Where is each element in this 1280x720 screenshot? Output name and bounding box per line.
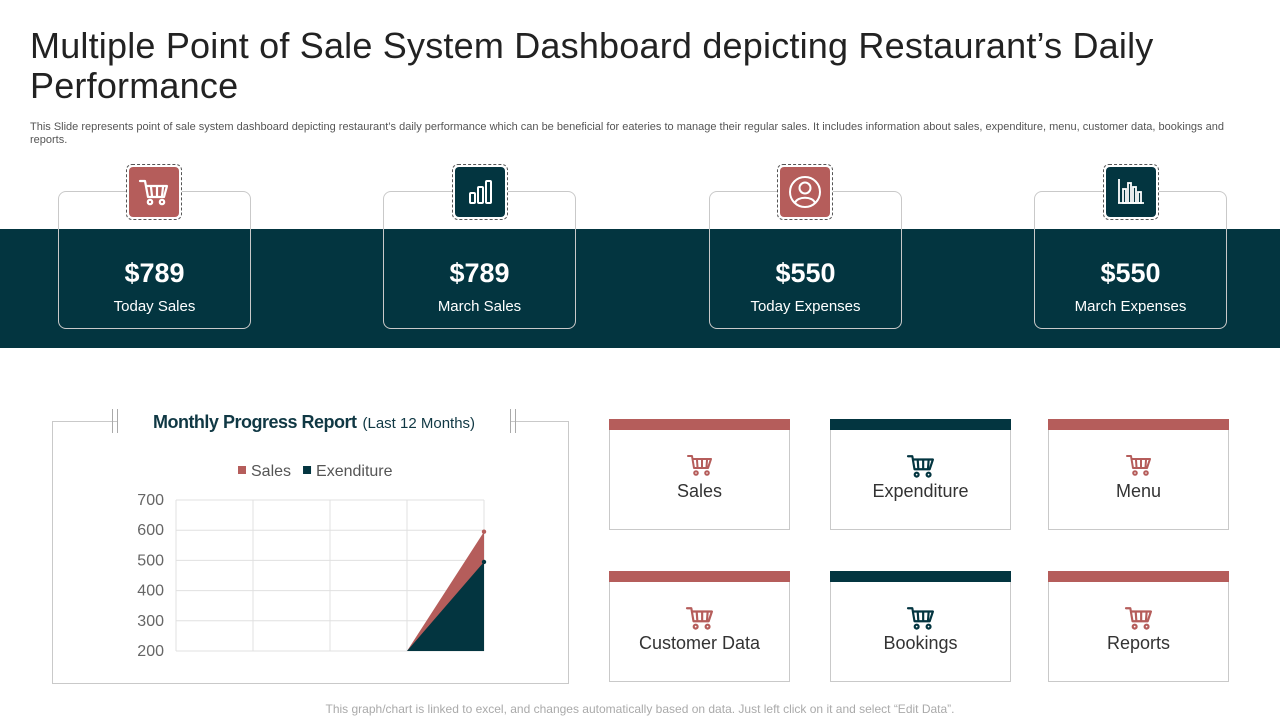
- tile-accent-bar: [830, 419, 1011, 430]
- column-chart-icon: [1103, 164, 1159, 220]
- tile-accent-bar: [1048, 571, 1229, 582]
- kpi-card-march-expenses[interactable]: $550 March Expenses: [1034, 191, 1227, 329]
- progress-chart[interactable]: 200 300 400 500 600 700 Sales Exenditure: [52, 452, 569, 682]
- data-point: [481, 559, 487, 565]
- legend-swatch: [303, 466, 312, 474]
- tile-label: Bookings: [883, 633, 958, 653]
- bar-chart-icon: [452, 164, 508, 220]
- legend-swatch: [238, 466, 246, 474]
- shopping-cart-icon: [831, 453, 1010, 484]
- tile-sales[interactable]: Sales: [609, 419, 790, 530]
- user-icon: [777, 164, 833, 220]
- kpi-label: Today Expenses: [750, 298, 861, 315]
- footer-note: This graph/chart is linked to excel, and…: [325, 702, 955, 716]
- shopping-cart-icon: [126, 164, 182, 220]
- kpi-card-march-sales[interactable]: $789 March Sales: [383, 191, 576, 329]
- kpi-label: March Sales: [437, 298, 522, 315]
- chart-title: Monthly Progress Report: [152, 412, 357, 432]
- tile-accent-bar: [830, 571, 1011, 582]
- area-exenditure: [176, 561, 484, 651]
- heading-bracket-right: [510, 409, 516, 433]
- heading-bracket-left: [112, 409, 118, 433]
- tile-bookings[interactable]: Bookings: [830, 571, 1011, 682]
- tile-menu[interactable]: Menu: [1048, 419, 1229, 530]
- kpi-value: $550: [1100, 258, 1161, 288]
- page-subtitle: This Slide represents point of sale syst…: [30, 121, 1224, 146]
- y-tick-label: 700: [137, 492, 164, 509]
- shopping-cart-icon: [831, 605, 1010, 636]
- tile-accent-bar: [609, 571, 790, 582]
- y-tick-label: 400: [137, 583, 164, 600]
- tile-label: Menu: [1115, 481, 1162, 501]
- kpi-label: March Expenses: [1074, 298, 1187, 315]
- tile-label: Sales: [676, 481, 723, 501]
- tile-label: Expenditure: [872, 481, 969, 501]
- chart-subtitle: (Last 12 Months): [362, 415, 476, 432]
- tile-accent-bar: [609, 419, 790, 430]
- kpi-label: Today Sales: [113, 298, 196, 315]
- shopping-cart-icon: [610, 453, 789, 482]
- y-tick-label: 200: [137, 643, 164, 660]
- y-tick-label: 600: [137, 522, 164, 539]
- tile-reports[interactable]: Reports: [1048, 571, 1229, 682]
- tile-customer-data[interactable]: Customer Data: [609, 571, 790, 682]
- tile-label: Customer Data: [638, 633, 761, 653]
- tile-accent-bar: [1048, 419, 1229, 430]
- data-point: [481, 529, 487, 534]
- page-title: Multiple Point of Sale System Dashboard …: [30, 25, 1154, 106]
- legend-label: Exenditure: [316, 463, 393, 480]
- y-tick-label: 500: [137, 552, 164, 569]
- kpi-value: $789: [124, 258, 185, 288]
- tile-label: Reports: [1106, 633, 1171, 653]
- legend-label: Sales: [251, 463, 291, 480]
- kpi-card-today-expenses[interactable]: $550 Today Expenses: [709, 191, 902, 329]
- shopping-cart-icon: [1049, 605, 1228, 636]
- y-tick-label: 300: [137, 613, 164, 630]
- tile-expenditure[interactable]: Expenditure: [830, 419, 1011, 530]
- shopping-cart-icon: [1049, 453, 1228, 482]
- chart-heading: Monthly Progress Report (Last 12 Months): [112, 407, 516, 437]
- kpi-value: $789: [449, 258, 510, 288]
- kpi-value: $550: [775, 258, 836, 288]
- shopping-cart-icon: [610, 605, 789, 636]
